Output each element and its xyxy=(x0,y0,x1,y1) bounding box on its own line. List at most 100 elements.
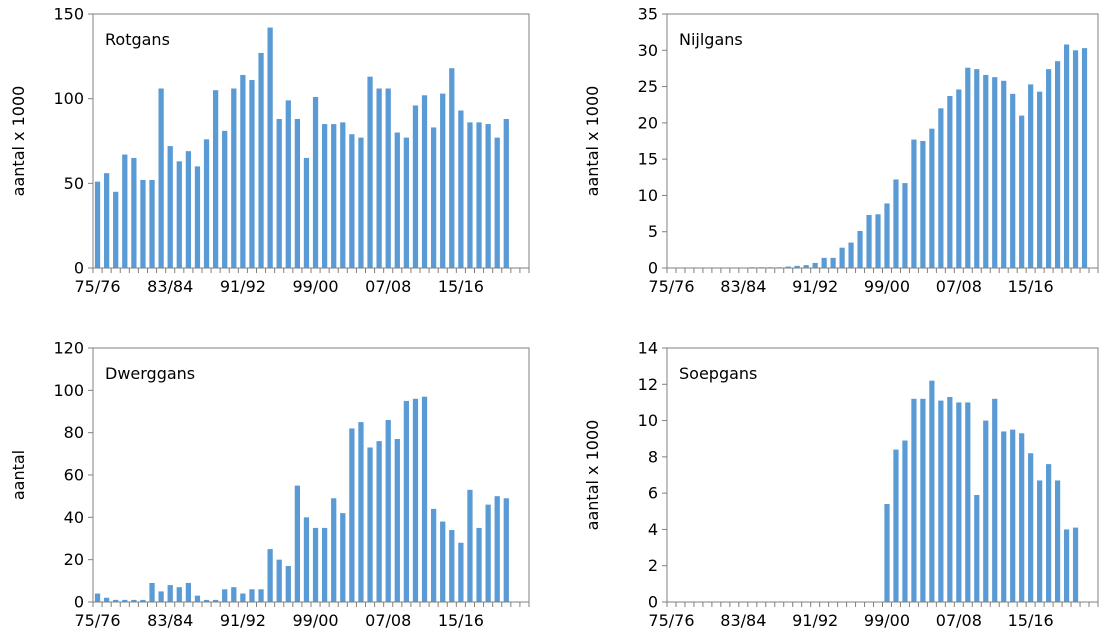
bar-76-77 xyxy=(103,597,110,602)
x-tick-label: 83/84 xyxy=(720,611,766,630)
bar-98-99 xyxy=(303,157,310,268)
y-axis-label: aantal xyxy=(9,450,28,500)
y-axis-label: aantal x 1000 xyxy=(9,86,28,197)
bar-03-04 xyxy=(349,134,355,268)
bar-92-93 xyxy=(821,257,827,268)
bar-08-09 xyxy=(965,402,971,602)
bar-08-09 xyxy=(394,439,400,602)
bar-99-00 xyxy=(884,203,890,268)
bar-78-79 xyxy=(122,154,128,268)
bar-79-80 xyxy=(131,599,137,602)
bar-18-19 xyxy=(485,124,491,268)
bar-07-08 xyxy=(385,88,391,268)
bar-04-05 xyxy=(358,422,364,602)
bar-92-93 xyxy=(249,589,255,602)
y-tick-label: 80 xyxy=(64,423,84,442)
bar-14-15 xyxy=(449,530,455,602)
bar-19-20 xyxy=(494,496,500,602)
bar-80-81 xyxy=(140,179,146,268)
bar-81-82 xyxy=(149,582,155,602)
bar-75-76 xyxy=(94,181,101,268)
bar-76-77 xyxy=(103,173,110,268)
y-tick-label: 0 xyxy=(74,259,84,278)
bar-77-78 xyxy=(113,599,119,602)
bar-03-04 xyxy=(349,428,355,602)
bar-04-05 xyxy=(929,128,935,268)
bar-77-78 xyxy=(113,191,119,268)
y-tick-label: 100 xyxy=(53,89,84,108)
bar-01-02 xyxy=(331,124,337,268)
y-tick-label: 50 xyxy=(64,174,84,193)
bar-02-03 xyxy=(911,139,917,268)
x-tick-label: 83/84 xyxy=(147,277,193,296)
bar-02-03 xyxy=(911,398,917,602)
y-tick-label: 8 xyxy=(648,447,658,466)
chart-rotgans: 0 50 100 150 75/76 83/84 91/92 99/00 07/08 15/16 a… xyxy=(9,5,530,296)
bar-20-21 xyxy=(1072,527,1079,602)
y-tick-label: 2 xyxy=(648,556,658,575)
y-tick-label: 25 xyxy=(638,77,658,96)
bar-01-02 xyxy=(902,183,908,268)
bar-88-89 xyxy=(785,266,791,268)
bar-14-15 xyxy=(1019,433,1025,602)
bar-03-04 xyxy=(920,398,926,602)
y-tick-label: 12 xyxy=(638,375,658,394)
bar-06-07 xyxy=(947,396,953,602)
x-tick-label: 91/92 xyxy=(220,277,266,296)
y-tick-label: 20 xyxy=(638,113,658,132)
y-tick-label: 0 xyxy=(648,259,658,278)
chart-title: Nijlgans xyxy=(679,30,743,49)
bar-00-01 xyxy=(321,527,328,602)
bar-03-04 xyxy=(920,141,926,268)
bar-13-14 xyxy=(1010,429,1016,602)
bar-19-20 xyxy=(1063,44,1070,269)
bar-94-95 xyxy=(839,247,845,268)
y-tick-label: 5 xyxy=(648,222,658,241)
bar-18-19 xyxy=(1054,480,1061,602)
bar-90-91 xyxy=(803,265,809,268)
bar-05-06 xyxy=(938,108,944,268)
bar-15-16 xyxy=(1028,453,1034,602)
bar-96-97 xyxy=(285,100,291,268)
bar-00-01 xyxy=(893,179,899,268)
plot-frame xyxy=(92,13,530,269)
chart-title: Rotgans xyxy=(105,30,170,49)
y-tick-label: 40 xyxy=(64,508,84,527)
bar-95-96 xyxy=(276,118,282,268)
bar-01-02 xyxy=(902,440,908,602)
y-tick-label: 14 xyxy=(638,339,658,358)
chart-dwerggans: 0 20 40 60 80 100 120 75/76 83/84 91/92 99/00 07/08… xyxy=(9,339,530,630)
bar-92-93 xyxy=(249,80,255,268)
x-tick-label: 99/00 xyxy=(292,611,338,630)
bar-21-22 xyxy=(1081,48,1088,269)
bar-86-87 xyxy=(194,595,201,602)
bar-89-90 xyxy=(222,130,228,268)
y-axis-label: aantal x 1000 xyxy=(583,420,602,531)
x-tick-label: 91/92 xyxy=(220,611,266,630)
bar-10-11 xyxy=(983,74,989,269)
bar-82-83 xyxy=(158,88,164,268)
x-tick-label: 75/76 xyxy=(648,277,694,296)
x-tick-label: 07/08 xyxy=(936,611,982,630)
x-tick-label: 07/08 xyxy=(365,277,411,296)
bar-09-10 xyxy=(974,69,980,268)
chart-title: Dwerggans xyxy=(105,364,195,383)
bar-17-18 xyxy=(1046,464,1052,602)
bar-84-85 xyxy=(176,161,182,268)
bar-20-21 xyxy=(1072,50,1079,269)
bar-04-05 xyxy=(929,380,935,602)
bar-01-02 xyxy=(331,498,337,602)
bar-93-94 xyxy=(258,52,264,268)
bar-10-11 xyxy=(412,398,419,602)
bar-95-96 xyxy=(848,242,854,268)
bar-17-18 xyxy=(1046,69,1052,268)
bar-18-19 xyxy=(485,504,491,602)
plot-frame xyxy=(666,13,1099,269)
bar-09-10 xyxy=(403,137,410,268)
bar-06-07 xyxy=(376,441,382,602)
bar-12-13 xyxy=(1001,431,1007,602)
bar-14-15 xyxy=(449,68,455,268)
chart-title: Soepgans xyxy=(679,364,757,383)
plot-frame xyxy=(92,347,530,603)
